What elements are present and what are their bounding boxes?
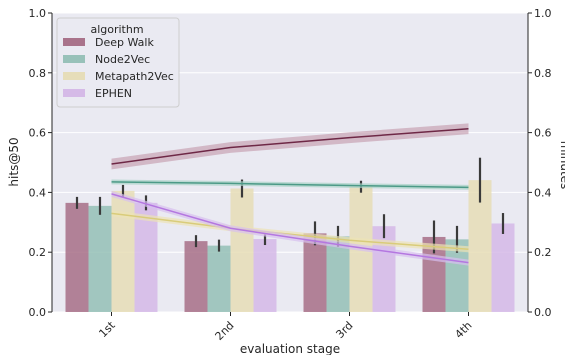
- trend-line-group: [111, 123, 469, 266]
- legend-swatch: [63, 55, 85, 63]
- bar: [468, 180, 492, 312]
- y-tick-label: 0.0: [29, 306, 47, 319]
- y2-tick-label: 0.8: [534, 67, 552, 80]
- y2-tick-label: 0.2: [534, 246, 552, 259]
- legend-swatch: [63, 72, 85, 80]
- y2-axis-label: minutes: [558, 141, 565, 190]
- y-tick-label: 0.8: [29, 67, 47, 80]
- bar: [253, 239, 277, 312]
- legend-swatch: [63, 38, 85, 46]
- bar: [65, 202, 89, 312]
- x-tick-label: 2nd: [213, 319, 237, 343]
- x-tick-label: 3rd: [333, 319, 355, 341]
- y-axis-label: hits@50: [7, 137, 21, 186]
- y2-tick-label: 0.6: [534, 127, 552, 140]
- legend-label: Node2Vec: [95, 53, 150, 66]
- bar: [134, 202, 158, 312]
- trend-line: [111, 193, 469, 264]
- y2-tick-label: 0.0: [534, 306, 552, 319]
- legend-title: algorithm: [90, 23, 143, 36]
- y-tick-label: 0.2: [29, 246, 47, 259]
- bar: [326, 236, 350, 312]
- bar: [230, 188, 254, 312]
- legend: algorithm Deep Walk Node2Vec Metapath2Vec E…: [56, 17, 180, 108]
- bar: [372, 226, 396, 312]
- y2-tick-label: 0.4: [534, 186, 552, 199]
- x-axis-label: evaluation stage: [240, 342, 340, 355]
- x-axis-ticks: 1st 2nd 3rd 4th: [96, 312, 475, 343]
- x-tick-label: 1st: [96, 318, 118, 340]
- legend-swatch: [63, 89, 85, 97]
- x-tick-label: 4th: [452, 319, 474, 341]
- trend-line: [111, 181, 469, 189]
- trend-line: [111, 127, 469, 165]
- bar-group: [65, 180, 515, 312]
- legend-items: Deep Walk Node2Vec Metapath2Vec EPHEN: [63, 36, 174, 100]
- bar: [111, 190, 135, 312]
- y-tick-label: 1.0: [29, 7, 47, 20]
- y-axis-right-ticks: 0.0 0.2 0.4 0.6 0.8 1.0: [527, 7, 552, 319]
- bar: [207, 245, 231, 312]
- bar: [88, 205, 112, 312]
- legend-label: Metapath2Vec: [95, 70, 174, 83]
- legend-label: Deep Walk: [95, 36, 154, 49]
- bar: [303, 233, 327, 312]
- y-tick-label: 0.4: [29, 186, 47, 199]
- bar: [184, 241, 208, 312]
- y-axis-left-ticks: 0.0 0.2 0.4 0.6 0.8 1.0: [29, 7, 53, 319]
- bar: [491, 223, 515, 312]
- legend-box: [56, 17, 180, 108]
- legend-label: EPHEN: [95, 87, 132, 100]
- y2-tick-label: 1.0: [534, 7, 552, 20]
- y-tick-label: 0.6: [29, 127, 47, 140]
